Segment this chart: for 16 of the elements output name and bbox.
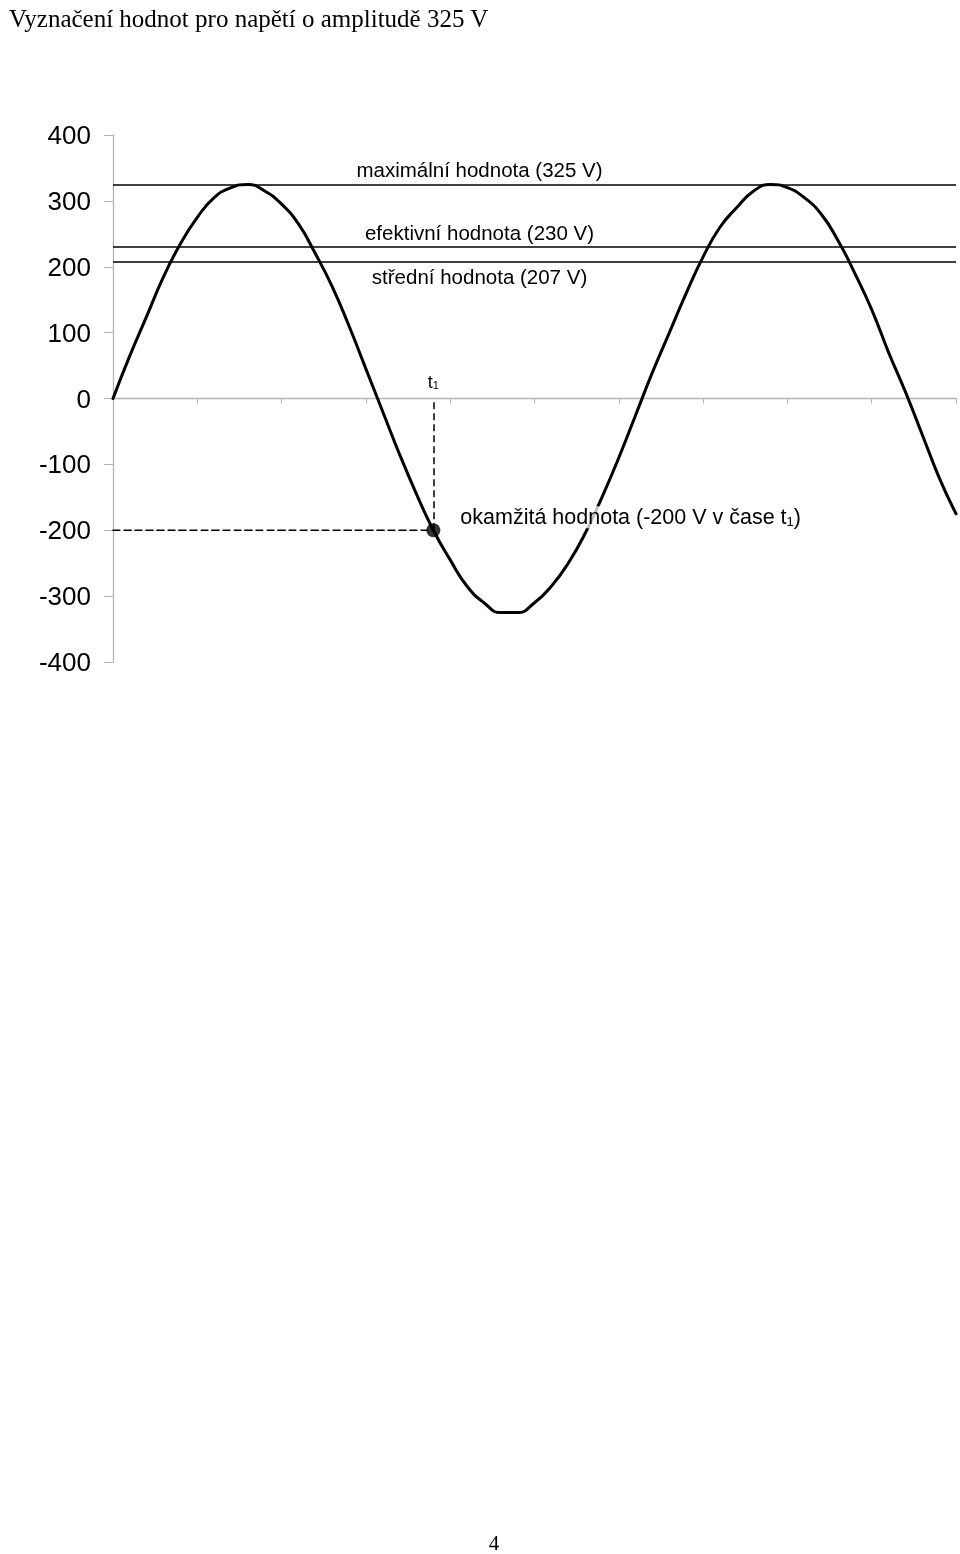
y-tick-label: 100: [47, 317, 91, 348]
y-tick-label: -200: [38, 515, 91, 546]
y-tick-label: -100: [38, 449, 91, 480]
y-tick-label: -300: [38, 581, 91, 612]
ref-line-label: maximální hodnota (325 V): [356, 158, 603, 182]
ref-line-label: efektivní hodnota (230 V): [364, 220, 595, 244]
y-tick-label: -400: [38, 647, 91, 677]
y-tick-label: 300: [47, 185, 91, 216]
chart-title: Vyznačení hodnot pro napětí o amplitudě 325 V: [9, 5, 489, 32]
y-tick-label: 200: [47, 251, 91, 282]
y-tick-label: 0: [76, 383, 91, 414]
y-tick-label: 400: [47, 120, 91, 150]
ref-line-label: střední hodnota (207 V): [371, 265, 588, 289]
text: 4: [488, 1531, 500, 1554]
x-tick-label: t1: [427, 371, 439, 392]
annotation: okamžitá hodnota (-200 V v čase t1): [460, 505, 801, 530]
